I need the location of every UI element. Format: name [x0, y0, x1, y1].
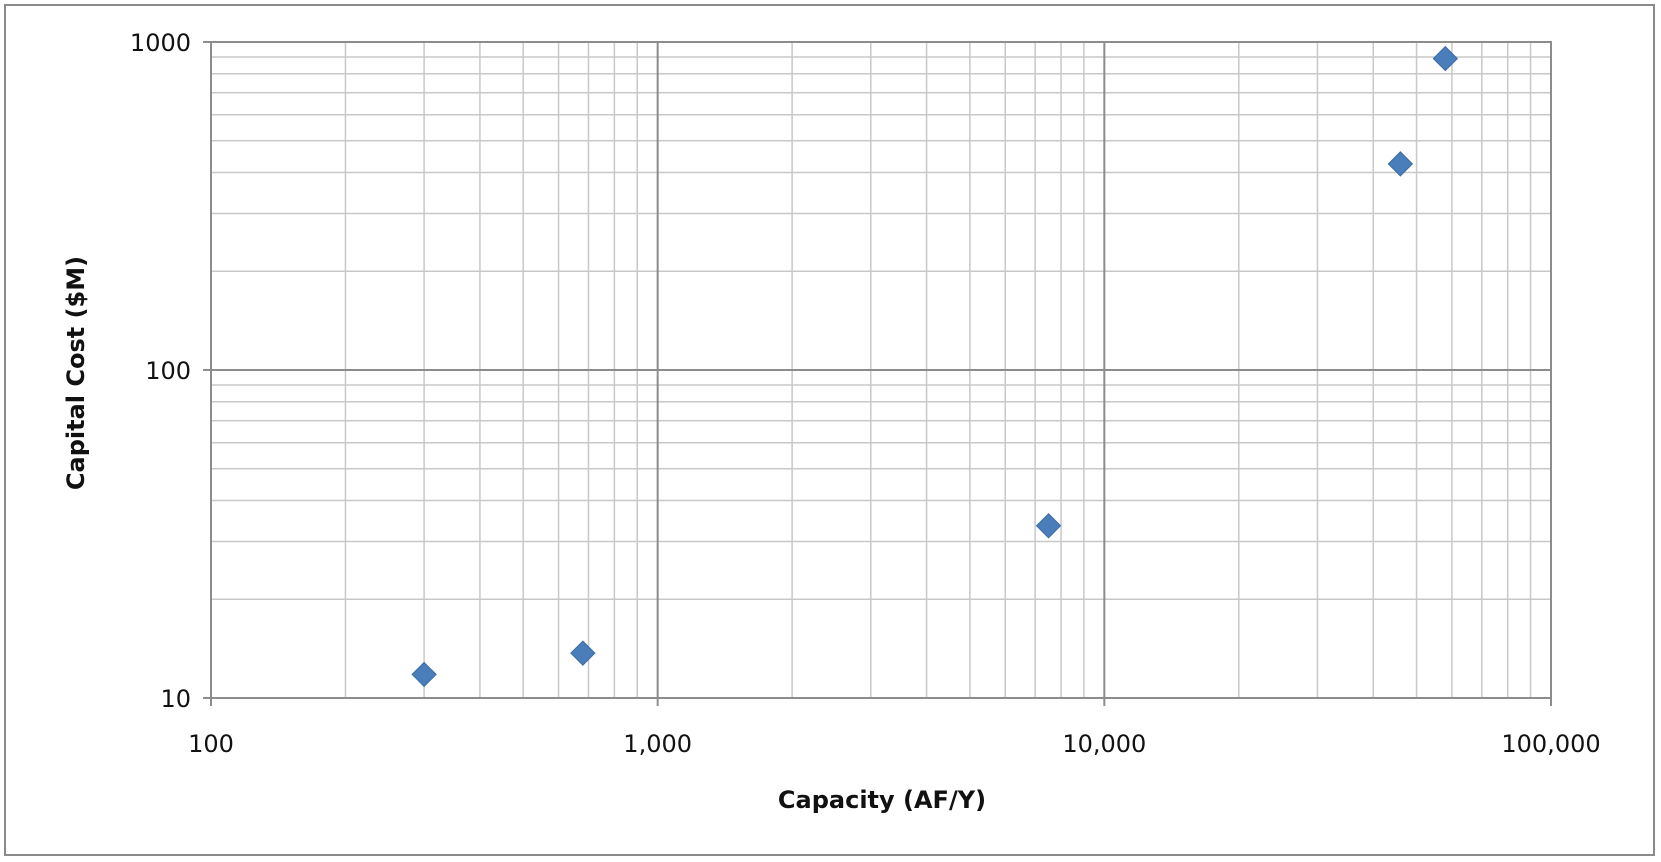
y-axis-title: Capital Cost ($M): [62, 256, 90, 490]
x-tick-label: 1,000: [623, 730, 692, 758]
x-tick-label: 100,000: [1501, 730, 1600, 758]
data-point: [1035, 513, 1062, 539]
y-tick-label: 100: [145, 357, 191, 385]
x-axis-title: Capacity (AF/Y): [778, 786, 986, 814]
y-tick-label: 10: [160, 685, 191, 713]
x-tick-label: 100: [188, 730, 234, 758]
x-tick-label: 10,000: [1062, 730, 1146, 758]
data-point: [411, 661, 437, 688]
chart-frame: [4, 4, 1655, 856]
y-tick-label: 1000: [130, 29, 191, 57]
major-gridlines: [203, 41, 1552, 706]
y-tick-labels: 10 100 1000: [130, 29, 191, 713]
plot-area-border: [210, 41, 1552, 699]
data-point: [570, 640, 596, 666]
data-points: [411, 45, 1459, 688]
data-point: [1432, 45, 1459, 72]
data-point: [1387, 151, 1414, 177]
x-tick-labels: 100 1,000 10,000 100,000: [188, 730, 1601, 758]
